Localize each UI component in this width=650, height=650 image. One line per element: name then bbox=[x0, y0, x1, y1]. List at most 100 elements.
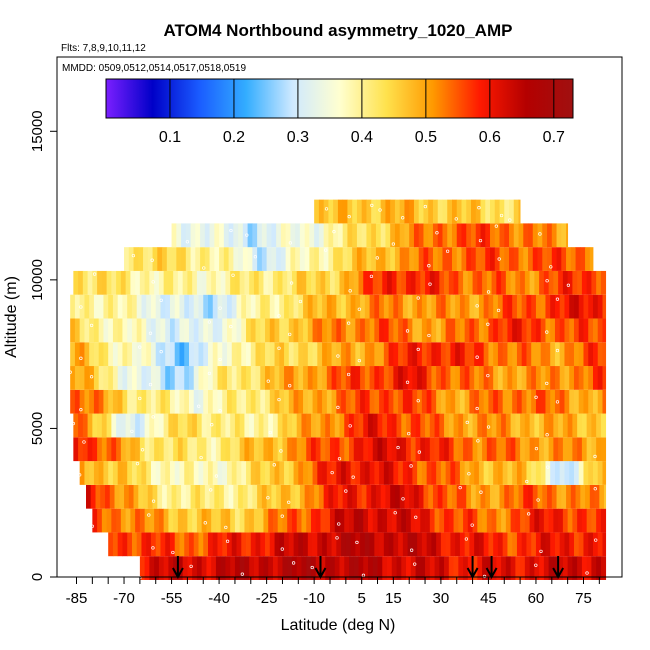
heat-cell bbox=[73, 270, 79, 295]
heat-cell bbox=[79, 389, 85, 414]
heat-cell bbox=[209, 247, 215, 271]
heat-cell bbox=[238, 247, 244, 271]
heat-cell bbox=[188, 366, 195, 390]
heat-cell bbox=[122, 532, 128, 557]
heat-cell bbox=[486, 508, 492, 533]
heat-cell bbox=[322, 532, 328, 557]
heat-cell bbox=[509, 484, 515, 509]
heat-cell bbox=[461, 247, 467, 271]
heat-cell bbox=[497, 342, 504, 367]
heat-cell bbox=[594, 484, 600, 509]
heat-cell bbox=[312, 342, 318, 367]
heat-cell bbox=[337, 199, 344, 224]
heat-cell bbox=[187, 437, 193, 462]
heat-cell bbox=[322, 461, 328, 485]
heat-cell bbox=[246, 294, 252, 319]
heat-cell bbox=[477, 413, 483, 438]
heat-cell bbox=[447, 247, 453, 271]
heat-cell bbox=[269, 461, 275, 485]
heat-cell bbox=[515, 508, 521, 533]
heat-cell bbox=[361, 484, 367, 509]
heat-cell bbox=[272, 437, 279, 462]
heat-cell bbox=[225, 508, 231, 533]
heat-cell bbox=[516, 318, 523, 343]
heat-cell bbox=[87, 413, 93, 438]
heat-cell bbox=[412, 342, 418, 367]
sample-point bbox=[545, 330, 549, 334]
heat-cell bbox=[317, 366, 323, 390]
heat-cell bbox=[284, 461, 290, 485]
heat-cell bbox=[448, 556, 454, 580]
heat-cell bbox=[303, 294, 309, 319]
heat-cell bbox=[193, 532, 199, 557]
heat-cell bbox=[222, 366, 228, 390]
heat-cell bbox=[342, 223, 348, 248]
heat-cell bbox=[410, 556, 416, 580]
heat-cell bbox=[474, 342, 480, 367]
sample-point bbox=[268, 430, 272, 435]
sample-point bbox=[209, 488, 213, 492]
heat-cell bbox=[200, 247, 206, 271]
heat-cell bbox=[112, 532, 119, 557]
x-axis: -85 -70 -55 -40 -25 -10 5 15 30 45 60 75 bbox=[66, 576, 600, 607]
heat-cell bbox=[212, 532, 218, 557]
heat-cell bbox=[363, 556, 369, 580]
sample-point bbox=[486, 290, 491, 294]
heat-cell bbox=[98, 366, 104, 390]
heat-cell bbox=[306, 413, 312, 438]
sample-point bbox=[280, 547, 284, 551]
sample-point bbox=[240, 572, 245, 576]
heat-cell bbox=[188, 294, 195, 319]
heat-cell bbox=[567, 556, 573, 580]
heat-cell bbox=[203, 461, 209, 485]
heat-cell bbox=[464, 461, 470, 485]
sample-point bbox=[545, 279, 549, 283]
heat-cell bbox=[103, 342, 109, 367]
heat-cell bbox=[554, 389, 561, 414]
heat-cell bbox=[301, 437, 307, 462]
heat-cell bbox=[239, 270, 245, 295]
heat-cell bbox=[425, 270, 431, 295]
heat-cell bbox=[425, 508, 431, 533]
heat-cell bbox=[524, 270, 531, 295]
heat-cell bbox=[136, 532, 142, 557]
heat-cell bbox=[246, 318, 252, 343]
heat-cell bbox=[551, 247, 557, 271]
heat-cell bbox=[150, 389, 157, 414]
heat-cell bbox=[310, 413, 317, 438]
heat-cell bbox=[507, 532, 513, 557]
heat-cell bbox=[307, 342, 313, 367]
heat-cell bbox=[73, 437, 79, 462]
sample-point bbox=[214, 474, 219, 478]
heat-cell bbox=[284, 342, 290, 367]
heat-cell bbox=[573, 532, 580, 557]
heat-cell bbox=[453, 437, 459, 462]
heat-cell bbox=[220, 413, 226, 438]
sample-point bbox=[159, 350, 163, 354]
heat-cell bbox=[317, 461, 323, 485]
heat-cell bbox=[350, 366, 356, 390]
heat-cell bbox=[203, 389, 209, 414]
heat-cell bbox=[108, 318, 114, 343]
heat-cell bbox=[488, 461, 494, 485]
heat-cell bbox=[263, 270, 269, 295]
heat-cell bbox=[535, 294, 542, 319]
heat-cell bbox=[227, 389, 233, 414]
heat-cell bbox=[581, 413, 588, 438]
heat-cell bbox=[258, 270, 264, 295]
heat-cell bbox=[429, 270, 435, 295]
heat-cell bbox=[364, 366, 370, 390]
heat-cell bbox=[463, 437, 469, 462]
heat-cell bbox=[158, 413, 165, 438]
heat-cell bbox=[106, 437, 112, 462]
heat-cell bbox=[553, 556, 559, 580]
heat-cell bbox=[529, 508, 535, 533]
heat-cell bbox=[406, 508, 412, 533]
heat-cell bbox=[280, 247, 287, 271]
heat-cell bbox=[339, 270, 345, 295]
heat-cell bbox=[345, 366, 351, 390]
heat-cell bbox=[282, 508, 288, 533]
heat-cell bbox=[515, 413, 521, 438]
heat-cell bbox=[276, 484, 282, 509]
heat-cell bbox=[293, 366, 299, 390]
